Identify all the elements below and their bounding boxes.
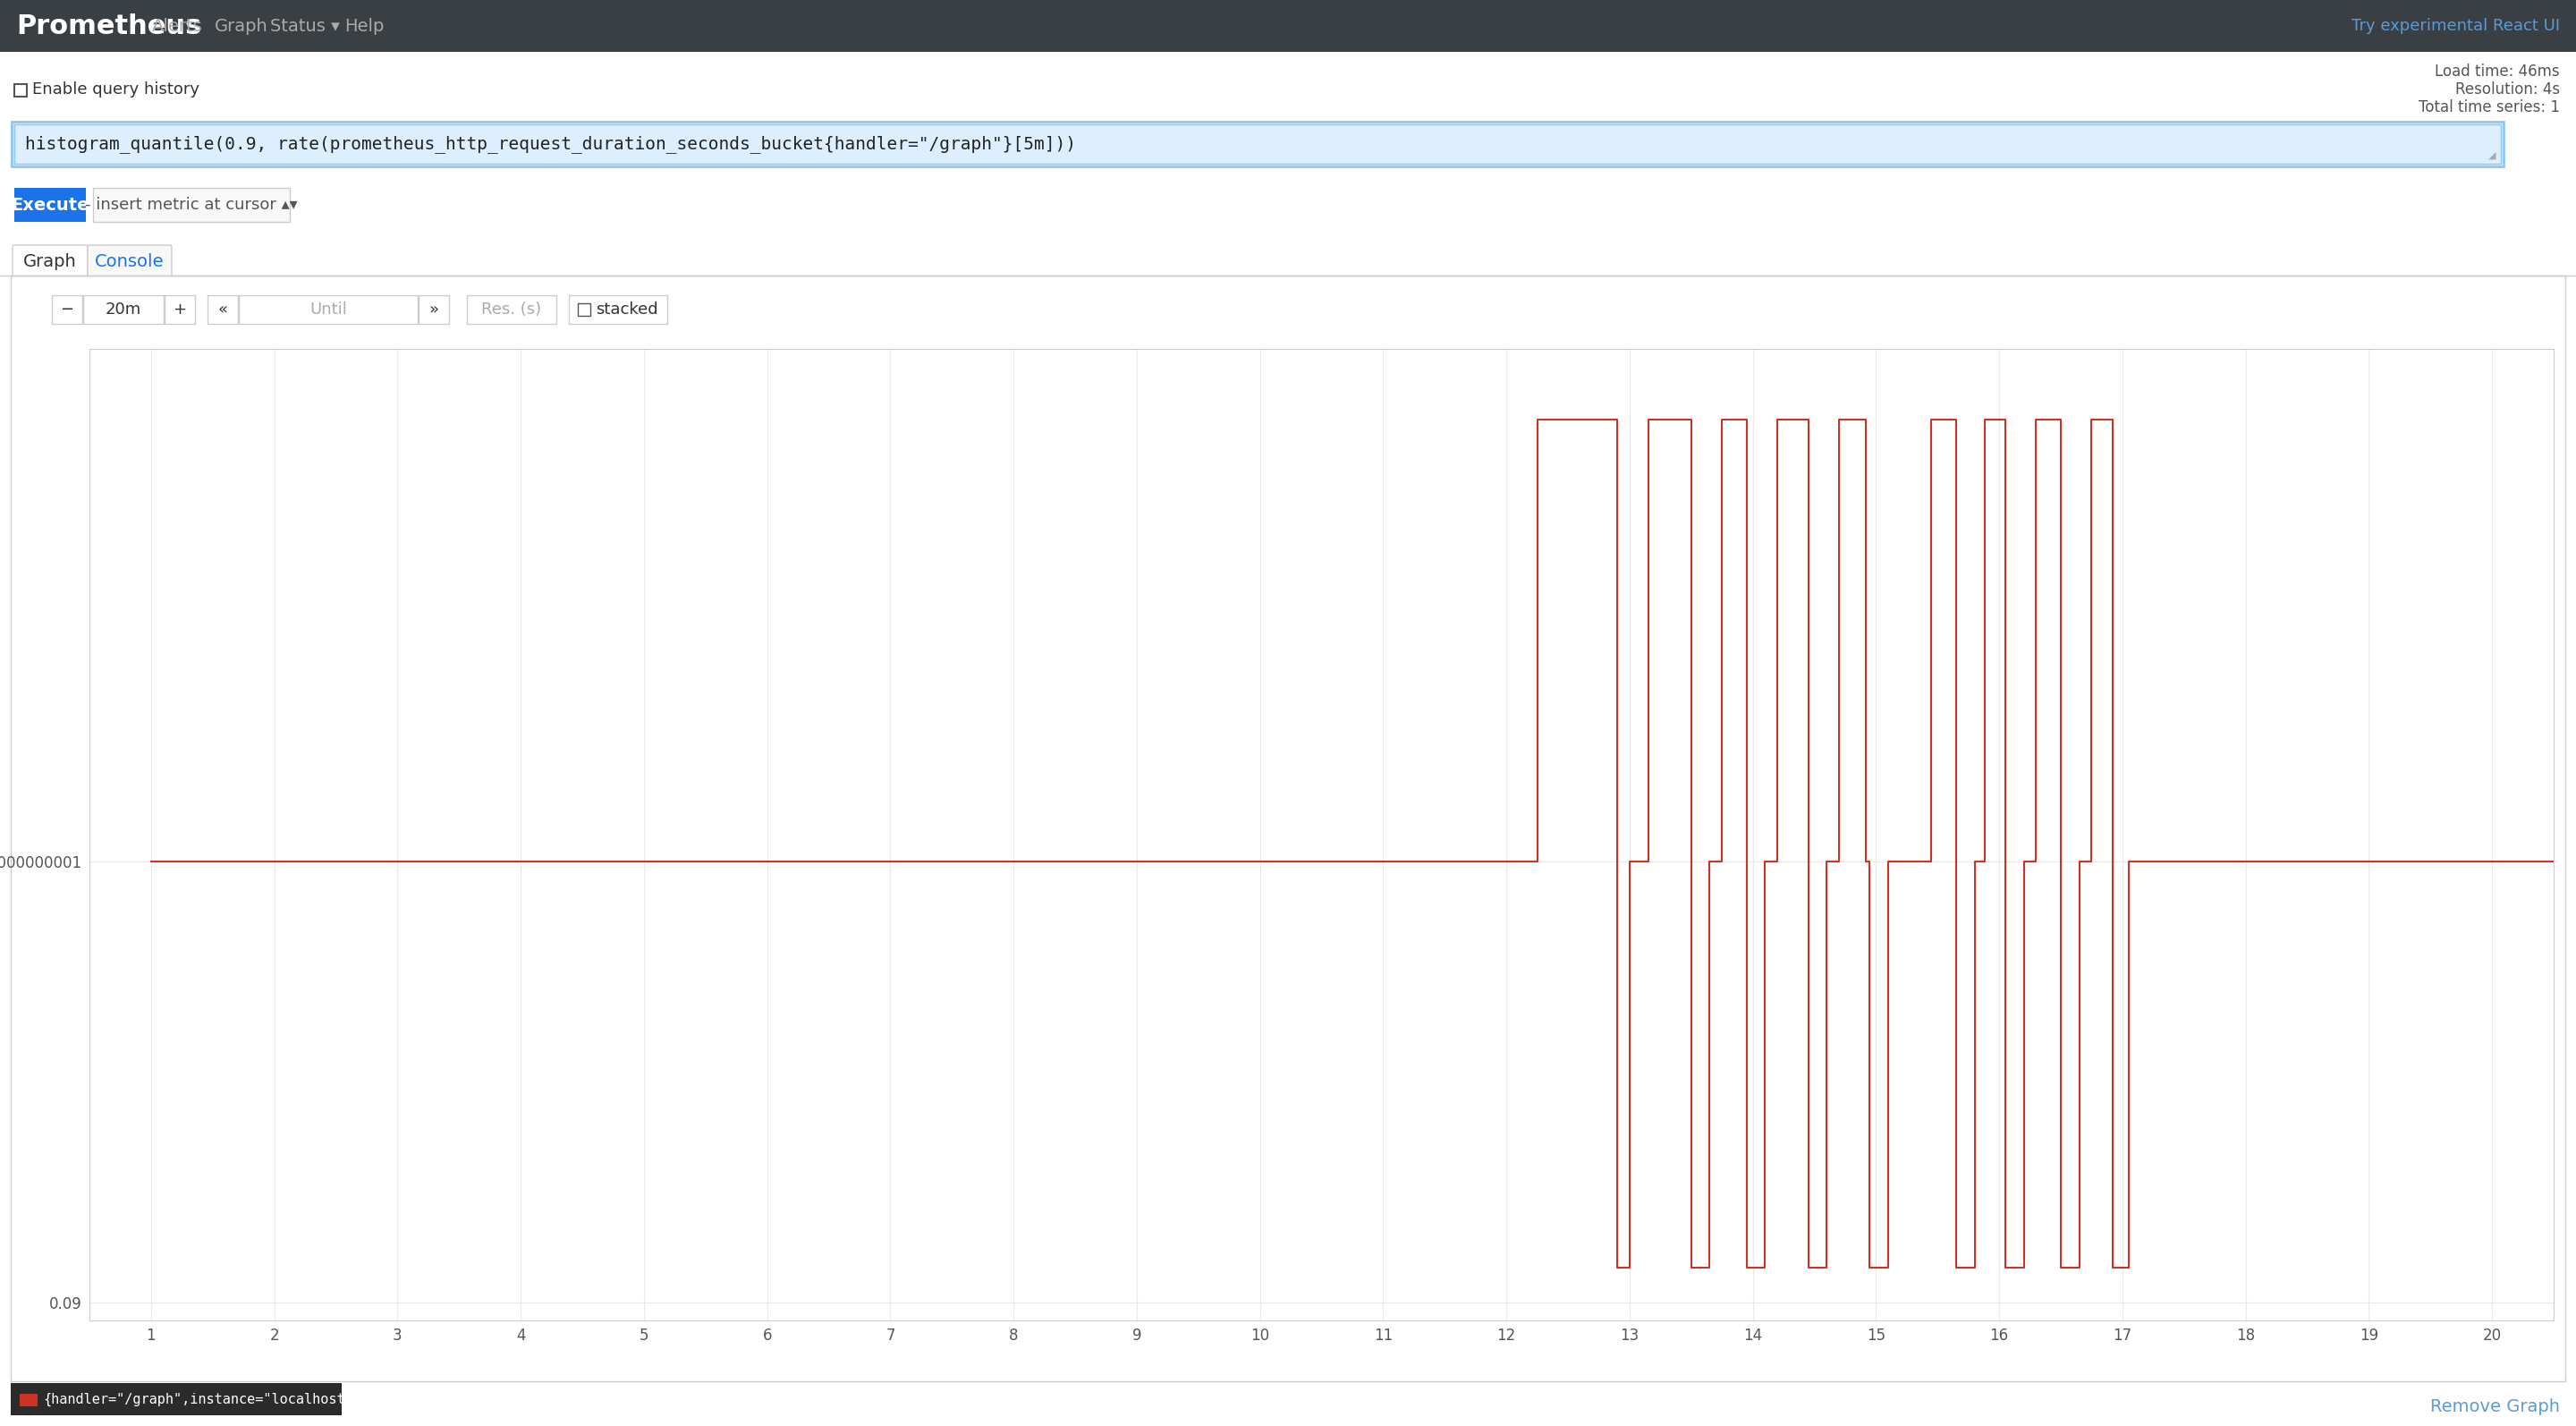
Text: Graph: Graph: [214, 17, 268, 34]
Text: −: −: [59, 301, 75, 318]
Text: ◢: ◢: [2488, 151, 2496, 160]
Text: Status ▾: Status ▾: [270, 17, 340, 34]
Text: Load time: 46ms: Load time: 46ms: [2434, 64, 2561, 80]
Bar: [93, 188, 289, 222]
Text: 20m: 20m: [106, 301, 142, 318]
Text: - insert metric at cursor ▴▾: - insert metric at cursor ▴▾: [85, 197, 299, 212]
Text: stacked: stacked: [595, 301, 657, 318]
Text: »: »: [428, 301, 438, 318]
Text: «: «: [219, 301, 227, 318]
Bar: [240, 295, 417, 324]
Text: histogram_quantile(0.9, rate(prometheus_http_request_duration_seconds_bucket{han: histogram_quantile(0.9, rate(prometheus_…: [26, 135, 1077, 153]
Text: Graph: Graph: [23, 252, 77, 270]
FancyBboxPatch shape: [15, 124, 2501, 164]
Bar: [0, 0, 2576, 51]
Bar: [52, 295, 82, 324]
FancyBboxPatch shape: [88, 245, 173, 277]
Text: Total time series: 1: Total time series: 1: [2419, 100, 2561, 116]
Bar: [577, 304, 590, 315]
Text: Alerts: Alerts: [152, 17, 204, 34]
Bar: [417, 295, 448, 324]
FancyBboxPatch shape: [13, 245, 88, 277]
Bar: [82, 295, 165, 324]
Text: Console: Console: [95, 252, 165, 270]
Text: {handler="/graph",instance="localhost:9090",job="prometheus"}: {handler="/graph",instance="localhost:90…: [44, 1392, 541, 1406]
Bar: [15, 84, 26, 97]
Text: Remove Graph: Remove Graph: [2429, 1397, 2561, 1415]
Text: Prometheus: Prometheus: [15, 13, 201, 39]
Text: Enable query history: Enable query history: [31, 81, 198, 97]
Bar: [466, 295, 556, 324]
Bar: [10, 275, 2566, 1382]
Text: +: +: [173, 301, 185, 318]
Text: Try experimental React UI: Try experimental React UI: [2352, 19, 2561, 34]
Bar: [10, 1383, 343, 1415]
Bar: [15, 188, 85, 222]
Text: Resolution: 4s: Resolution: 4s: [2455, 81, 2561, 97]
Bar: [165, 295, 196, 324]
Bar: [21, 1393, 39, 1406]
Bar: [569, 295, 667, 324]
Text: Until: Until: [309, 301, 348, 318]
FancyBboxPatch shape: [13, 121, 2504, 167]
Text: Execute: Execute: [10, 197, 90, 214]
Bar: [209, 295, 237, 324]
Text: Help: Help: [345, 17, 384, 34]
Text: Res. (s): Res. (s): [482, 301, 541, 318]
